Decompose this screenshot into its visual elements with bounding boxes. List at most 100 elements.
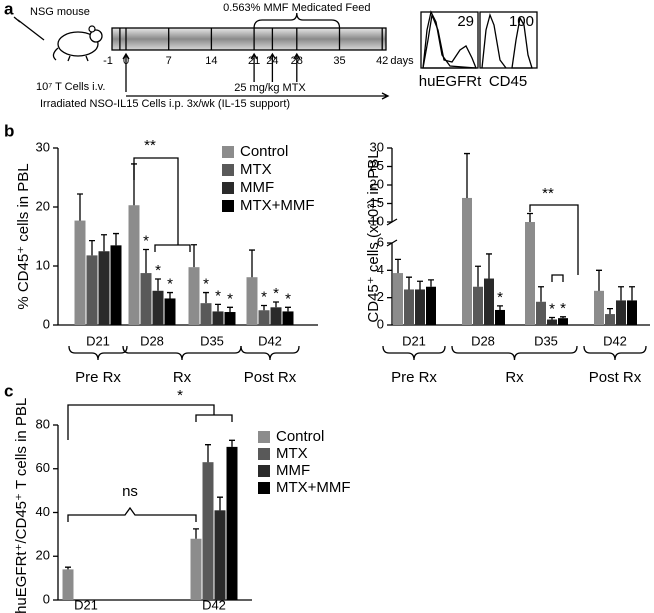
- legend-label: MTX+MMF: [240, 197, 315, 214]
- timeline-unit: days: [390, 55, 414, 67]
- x-tick-label: D21: [86, 333, 110, 348]
- flow-value: 100: [509, 13, 534, 30]
- y-tick-label: 15: [370, 195, 384, 210]
- flow-value: 29: [457, 13, 474, 30]
- bar: [525, 222, 535, 325]
- x-tick-label: D42: [258, 333, 282, 348]
- bar: [110, 245, 122, 325]
- y-tick-label: 30: [36, 139, 50, 154]
- error-bar: [101, 234, 107, 252]
- error-bar: [629, 286, 635, 301]
- bar: [224, 312, 236, 325]
- group-label: Pre Rx: [391, 369, 437, 386]
- bar: [226, 446, 238, 600]
- group-brace: [451, 345, 578, 361]
- arrow: [293, 52, 301, 82]
- error-bar: [596, 269, 602, 291]
- timeline-day: 35: [333, 55, 345, 67]
- y-tick-label: 20: [370, 176, 384, 191]
- mtx-label: 25 mg/kg MTX: [234, 82, 306, 94]
- error-bar: [249, 249, 255, 278]
- error-bar: [65, 566, 71, 570]
- bar: [190, 538, 202, 600]
- error-bar: [217, 496, 223, 511]
- bar: [86, 255, 98, 325]
- arrow: [122, 52, 130, 92]
- group-brace: [122, 345, 242, 361]
- bar: [616, 300, 626, 325]
- bar: [495, 309, 505, 325]
- bar: [547, 319, 557, 325]
- error-bar: [417, 280, 423, 290]
- group-brace: [583, 345, 647, 361]
- group-label: Pre Rx: [75, 369, 121, 386]
- error-bar: [143, 248, 149, 274]
- error-bar: [191, 244, 197, 268]
- group-brace: [240, 345, 300, 361]
- flow-histograms: [420, 10, 538, 69]
- y-tick-label: 2: [377, 289, 384, 304]
- bar: [270, 307, 282, 325]
- y-tick-label: 60: [36, 460, 50, 475]
- significance-bracket: [529, 204, 579, 282]
- error-bar: [549, 316, 555, 320]
- y-tick-label: 10: [36, 257, 50, 272]
- y-tick-label: 20: [36, 548, 50, 563]
- legend-swatch: [222, 200, 234, 212]
- bar: [200, 303, 212, 325]
- y-tick-label: 30: [370, 139, 384, 154]
- bar: [536, 301, 546, 325]
- group-label: Post Rx: [589, 369, 642, 386]
- y-tick-label: 0: [43, 316, 50, 331]
- bracket-label: *: [177, 387, 183, 404]
- bar: [462, 197, 472, 325]
- y-tick-label: 80: [36, 416, 50, 431]
- significance: *: [167, 276, 173, 293]
- significance: *: [215, 287, 221, 304]
- bar: [393, 273, 403, 325]
- timeline-day: 42: [376, 55, 388, 67]
- y-axis-label: %huEGFRt⁺/CD45⁺ T cells in PBL: [13, 398, 30, 613]
- group-label: Rx: [505, 369, 524, 386]
- bracket-label: ns: [122, 483, 138, 500]
- x-tick-label: D35: [534, 333, 558, 348]
- bracket-label: **: [144, 137, 156, 154]
- legend-swatch: [258, 465, 270, 477]
- x-tick-label: D42: [202, 597, 226, 612]
- error-bar: [229, 439, 235, 447]
- legend-label: MMF: [240, 179, 274, 196]
- significance: *: [273, 285, 279, 302]
- significance: *: [560, 300, 566, 317]
- bar: [473, 286, 483, 325]
- feed-label: 0.563% MMF Medicated Feed: [223, 2, 370, 14]
- timeline-bar: [111, 27, 387, 51]
- error-bar: [486, 253, 492, 279]
- x-tick-label: D21: [74, 597, 98, 612]
- x-tick-label: D28: [140, 333, 164, 348]
- legend-swatch: [222, 164, 234, 176]
- y-tick-label: 4: [377, 262, 384, 277]
- error-bar: [261, 304, 267, 311]
- y-tick-label: 40: [36, 504, 50, 519]
- support-label: Irradiated NSO-IL15 Cells i.p. 3x/wk (IL…: [40, 98, 290, 110]
- bar: [212, 311, 224, 325]
- bar: [128, 205, 140, 325]
- legend-label: MTX: [240, 161, 272, 178]
- significance: *: [549, 300, 555, 317]
- bar: [484, 278, 494, 325]
- bar: [558, 318, 568, 325]
- error-bar: [167, 291, 173, 299]
- legend-swatch: [222, 146, 234, 158]
- error-bar: [464, 152, 470, 198]
- significance-bracket: [67, 404, 233, 440]
- bar: [62, 569, 74, 600]
- error-bar: [406, 276, 412, 290]
- error-bar: [285, 306, 291, 312]
- bar: [404, 289, 414, 325]
- y-tick-label: 20: [36, 198, 50, 213]
- y-tick-label: 10: [370, 213, 384, 228]
- significance: *: [227, 290, 233, 307]
- error-bar: [203, 291, 209, 304]
- x-tick-label: D21: [402, 333, 426, 348]
